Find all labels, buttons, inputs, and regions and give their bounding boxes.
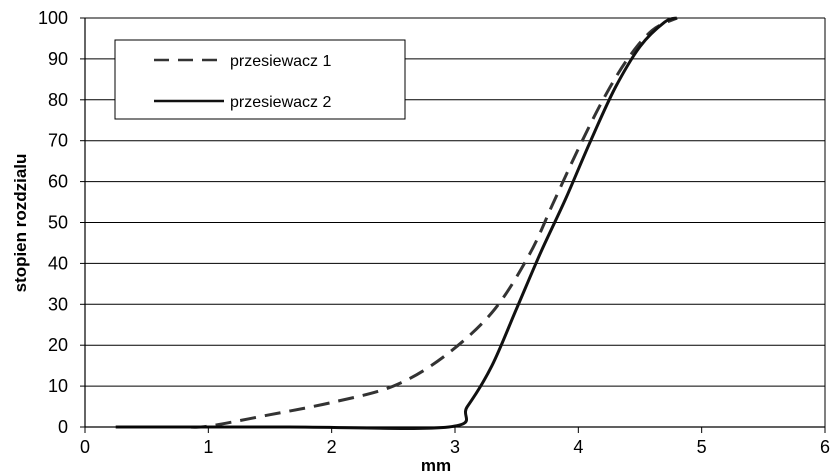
x-tick-label-2: 2 (327, 437, 337, 457)
y-tick-label-60: 60 (48, 172, 68, 192)
legend: przesiewacz 1 przesiewacz 2 (114, 39, 406, 120)
y-tick-label-30: 30 (48, 294, 68, 314)
y-tick-label-50: 50 (48, 213, 68, 233)
gridlines (85, 17, 825, 428)
y-tick-label-0: 0 (58, 417, 68, 437)
y-tick-label-10: 10 (48, 376, 68, 396)
y-tick-label-70: 70 (48, 131, 68, 151)
x-tick-label-3: 3 (450, 437, 460, 457)
x-axis-title: mm (421, 456, 451, 475)
x-tick-labels: 0 1 2 3 4 5 6 (80, 437, 830, 457)
y-tick-label-90: 90 (48, 49, 68, 69)
series-lines (115, 16, 678, 431)
series-line-1 (115, 16, 678, 429)
y-tick-label-80: 80 (48, 90, 68, 110)
x-tick-label-1: 1 (203, 437, 213, 457)
y-tick-label-20: 20 (48, 335, 68, 355)
y-tick-label-100: 100 (38, 8, 68, 28)
x-tick-label-0: 0 (80, 437, 90, 457)
legend-box (114, 39, 406, 120)
x-tick-label-5: 5 (697, 437, 707, 457)
axes (80, 17, 826, 433)
x-tick-label-6: 6 (820, 437, 830, 457)
x-tick-label-4: 4 (573, 437, 583, 457)
y-tick-labels: 0 10 20 30 40 50 60 70 80 90 100 (38, 8, 68, 437)
y-tick-label-40: 40 (48, 253, 68, 273)
series-line-2 (115, 16, 678, 431)
legend-label-series-1: przesiewacz 1 (230, 53, 331, 70)
y-axis-title: stopien rozdzialu (11, 154, 30, 293)
legend-label-series-2: przesiewacz 2 (230, 94, 331, 111)
